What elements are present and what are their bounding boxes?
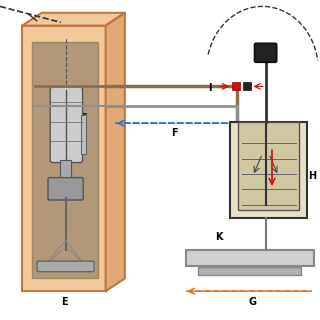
Text: K: K (215, 232, 223, 242)
FancyBboxPatch shape (32, 42, 98, 278)
Text: H: H (308, 171, 316, 181)
FancyBboxPatch shape (37, 261, 94, 272)
FancyBboxPatch shape (81, 115, 86, 154)
FancyBboxPatch shape (255, 44, 276, 62)
FancyBboxPatch shape (230, 122, 307, 218)
Polygon shape (106, 13, 125, 291)
Text: C: C (80, 113, 87, 124)
FancyBboxPatch shape (50, 87, 83, 163)
Text: G: G (249, 297, 257, 308)
Polygon shape (22, 13, 125, 26)
Text: D: D (75, 184, 83, 194)
FancyBboxPatch shape (48, 178, 83, 200)
Text: I: I (208, 83, 211, 93)
FancyBboxPatch shape (60, 160, 71, 182)
Text: F: F (171, 128, 178, 138)
Text: E: E (61, 297, 67, 308)
FancyBboxPatch shape (22, 26, 106, 291)
FancyBboxPatch shape (186, 250, 314, 266)
FancyBboxPatch shape (232, 82, 240, 90)
FancyBboxPatch shape (243, 82, 251, 90)
FancyBboxPatch shape (238, 122, 299, 210)
FancyBboxPatch shape (198, 267, 301, 275)
